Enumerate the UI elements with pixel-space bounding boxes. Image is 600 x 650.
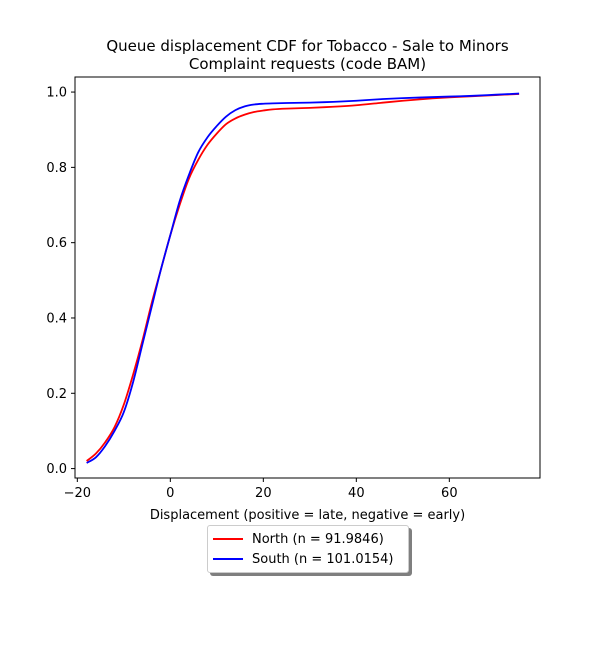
legend-swatch-south xyxy=(213,558,243,560)
x-axis-label: Displacement (positive = late, negative … xyxy=(150,508,465,523)
y-tick-layer: 0.0 0.2 0.4 0.6 0.8 1.0 xyxy=(46,86,75,477)
x-tick-label: −20 xyxy=(64,486,91,501)
series-line-south xyxy=(86,92,520,464)
legend: North (n = 91.9846) South (n = 101.0154) xyxy=(207,525,409,573)
legend-label-south: South (n = 101.0154) xyxy=(252,551,394,567)
legend-item-south: South (n = 101.0154) xyxy=(208,549,393,569)
y-tick-label: 0.2 xyxy=(46,387,67,402)
x-tick-label: 20 xyxy=(255,486,272,501)
y-tick-label: 0.8 xyxy=(46,161,67,176)
y-tick-label: 0.6 xyxy=(46,236,67,251)
legend-swatch-north xyxy=(213,538,243,540)
series-line-north xyxy=(86,93,520,462)
y-tick-label: 1.0 xyxy=(46,86,67,101)
legend-label-north: North (n = 91.9846) xyxy=(252,531,384,547)
y-tick-label: 0.0 xyxy=(46,462,67,477)
x-tick-label: 40 xyxy=(348,486,365,501)
chart-title-line-1: Queue displacement CDF for Tobacco - Sal… xyxy=(106,37,509,55)
series-layer xyxy=(86,92,520,464)
legend-item-north: North (n = 91.9846) xyxy=(208,529,384,549)
x-tick-label: 0 xyxy=(166,486,174,501)
chart-title-line-2: Complaint requests (code BAM) xyxy=(188,55,427,73)
axes-frame xyxy=(74,76,541,479)
y-tick-label: 0.4 xyxy=(46,311,67,326)
x-tick-layer: −20 0 20 40 60 xyxy=(64,478,458,501)
x-tick-label: 60 xyxy=(441,486,458,501)
